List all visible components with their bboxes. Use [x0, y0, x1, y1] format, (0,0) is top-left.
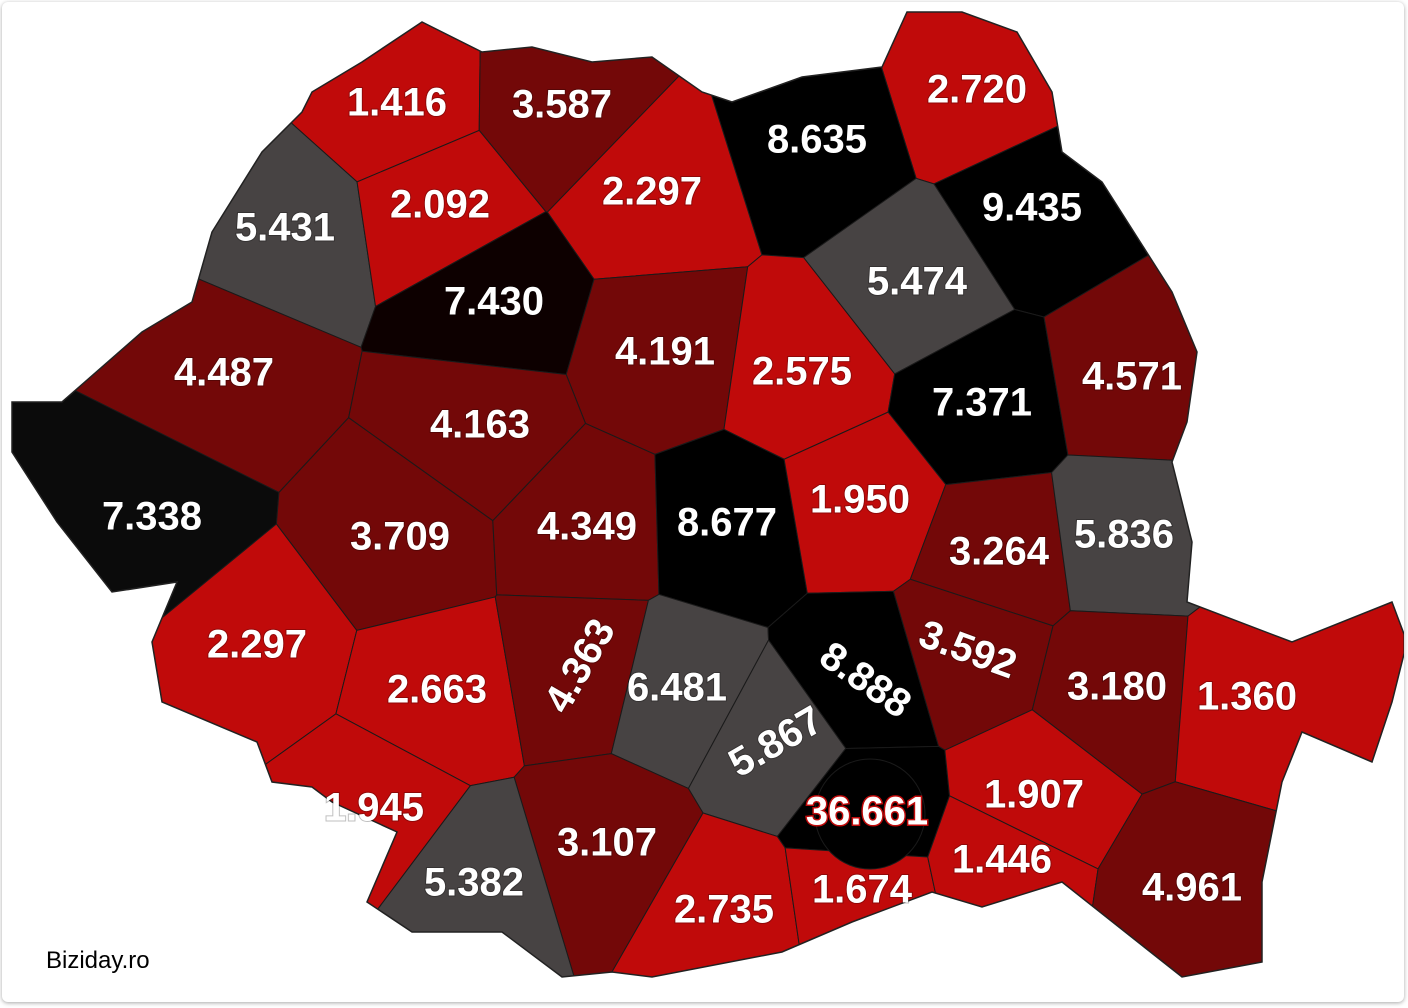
county-value: 36.661: [806, 790, 928, 834]
labels: 1.416 3.587 2.720 8.635 9.435 5.431 2.092 2.297…: [101, 67, 1298, 933]
county-value: 2.297: [602, 170, 702, 214]
county-value: 1.674: [812, 868, 913, 912]
county: [12, 12, 377, 348]
county-value: 2.297: [207, 623, 307, 667]
county-value: 3.180: [1067, 665, 1167, 709]
county: [1043, 103, 1404, 472]
county-value: 8.635: [767, 118, 867, 162]
county-value: 3.107: [557, 821, 657, 865]
county-value: 4.487: [174, 351, 274, 395]
county-value: 4.191: [615, 330, 715, 374]
county-value: 1.950: [810, 478, 910, 522]
county-value: 3.264: [949, 530, 1050, 574]
county-value: 2.663: [387, 668, 487, 712]
county-value: 9.435: [982, 186, 1082, 230]
country-outline: [11, 11, 1404, 978]
county-value: 5.431: [235, 206, 335, 250]
county: [1174, 461, 1404, 849]
county-value: 2.735: [674, 888, 774, 932]
county-value: 6.481: [627, 666, 727, 710]
county-value: 1.945: [324, 786, 424, 830]
county-value: 3.709: [350, 515, 450, 559]
county-value: 7.338: [102, 495, 202, 539]
county-value: 5.474: [867, 260, 968, 304]
county-value: 2.575: [752, 350, 852, 394]
source: Biziday.ro: [46, 947, 150, 974]
county-value: 7.430: [444, 280, 544, 324]
county-value: 7.371: [932, 381, 1032, 425]
county-value: 4.961: [1142, 866, 1242, 910]
county-value: 1.360: [1197, 675, 1297, 719]
capital: [814, 758, 926, 870]
county-value: 4.571: [1082, 355, 1182, 399]
county-value: 2.720: [927, 68, 1027, 112]
county-value: 8.677: [677, 501, 777, 545]
county-value: 5.836: [1074, 513, 1174, 557]
county-value: 3.587: [512, 83, 612, 127]
county-value: 4.349: [537, 505, 637, 549]
county-value: 2.092: [390, 183, 490, 227]
county-value: 1.416: [347, 81, 447, 125]
county-value: 4.163: [430, 403, 530, 447]
county-value: 1.446: [952, 838, 1052, 882]
county-value: 1.907: [984, 773, 1084, 817]
county-value: 5.382: [424, 861, 524, 905]
